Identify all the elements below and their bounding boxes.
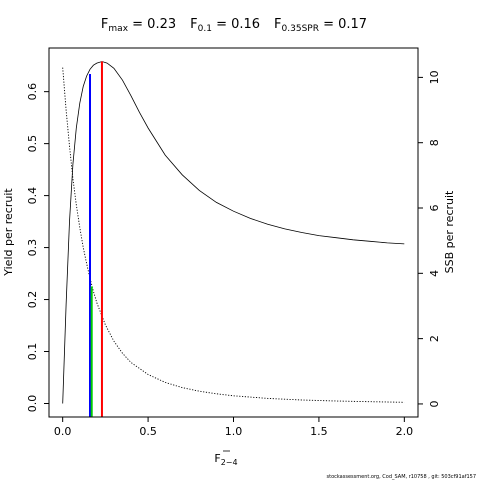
y-left-tick-label: 0.1 [26, 343, 39, 361]
yield-per-recruit-line [62, 61, 405, 404]
title-fspr-label: F [274, 17, 281, 32]
x-tick-label: 2.0 [396, 425, 414, 438]
x-tick-label: 0.5 [139, 425, 157, 438]
title-f01-sub: 0.1 [198, 24, 212, 34]
title-f01-value: = 0.16 [212, 17, 260, 32]
y-right-axis-ticks: 0 2 4 6 8 10 [418, 70, 441, 407]
y-right-tick-label: 6 [428, 205, 441, 212]
y-left-tick-label: 0.5 [26, 135, 39, 153]
y-left-tick-label: 0.4 [26, 187, 39, 205]
x-tick-label: 0.0 [54, 425, 72, 438]
chart-title: Fmax = 0.23 F0.1 = 0.16 F0.35SPR = 0.17 [101, 17, 367, 34]
x-tick-label: 1.0 [225, 425, 243, 438]
footer-note: stockassessment.org, Cod_SAM, r10758 , g… [327, 474, 477, 480]
x-axis-label: F2−4 [214, 452, 237, 467]
y-right-tick-label: 2 [428, 335, 441, 342]
y-right-tick-label: 4 [428, 270, 441, 277]
ssb-per-recruit-line [62, 67, 405, 403]
y-right-tick-label: 8 [428, 139, 441, 146]
reference-lines-layer [89, 61, 103, 417]
x-axis-ticks: 0.0 0.5 1.0 1.5 2.0 [54, 417, 413, 438]
x-axis-label-sub: 2−4 [221, 458, 238, 467]
title-fspr-value: = 0.17 [319, 17, 367, 32]
y-left-tick-label: 0.3 [26, 239, 39, 257]
y-left-tick-label: 0.2 [26, 291, 39, 309]
y-left-axis-label: Yield per recruit [2, 188, 15, 277]
title-fmax-label: F [101, 17, 108, 32]
y-left-tick-label: 0.0 [26, 395, 39, 413]
y-right-tick-label: 0 [428, 400, 441, 407]
x-axis-label-main: F [214, 452, 220, 465]
y-left-tick-label: 0.6 [26, 83, 39, 101]
x-tick-label: 1.5 [310, 425, 328, 438]
y-right-axis-label: SSB per recruit [443, 190, 456, 273]
title-fmax-value: = 0.23 [128, 17, 176, 32]
series-layer [62, 61, 405, 404]
y-left-axis-ticks: 0.0 0.1 0.2 0.3 0.4 0.5 0.6 [26, 83, 49, 412]
title-f01-label: F [190, 17, 197, 32]
y-right-tick-label: 10 [428, 70, 441, 84]
title-fmax-sub: max [108, 24, 128, 34]
title-fspr-sub: 0.35SPR [282, 24, 319, 34]
